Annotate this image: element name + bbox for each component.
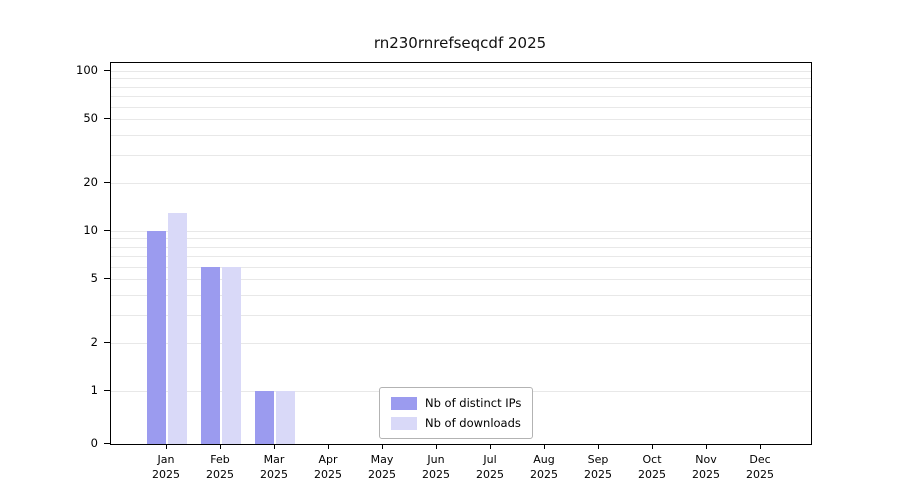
y-tick-label: 100 [76,63,98,77]
x-tick-label: Jun 2025 [422,453,450,481]
legend-item-distinct-ips: Nb of distinct IPs [391,396,521,410]
y-tick-mark [104,443,110,444]
gridline [111,314,811,316]
gridline [111,78,811,80]
x-tick-label: Nov 2025 [692,453,720,481]
y-tick-mark [104,118,110,120]
bar-distinct-ips [201,266,220,444]
legend-item-downloads: Nb of downloads [391,416,521,430]
x-tick-label: Jul 2025 [476,453,504,481]
x-tick-mark [328,444,329,449]
x-tick-mark [490,444,491,449]
y-tick-mark [104,230,110,231]
x-tick-mark [436,444,437,449]
gridline [111,182,811,184]
gridline [111,342,811,344]
x-tick-mark [274,444,275,449]
y-tick-label: 5 [90,271,98,286]
plot-area: Nb of distinct IPs Nb of downloads [110,62,812,445]
x-tick-mark [544,444,545,449]
y-tick-mark [104,70,110,71]
x-tick-mark [760,444,761,449]
y-tick-label: 20 [83,174,98,189]
gridline [111,134,811,136]
x-tick-mark [652,444,653,449]
x-tick-label: Apr 2025 [314,453,342,481]
x-tick-label: Aug 2025 [530,453,558,481]
bar-downloads [168,212,187,444]
gridline [111,231,811,232]
bar-downloads [222,266,241,444]
x-tick-mark [166,444,167,449]
x-tick-label: Sep 2025 [584,453,612,481]
gridline [111,106,811,108]
chart-title: rn230rnrefseqcdf 2025 [373,34,547,52]
y-tick-mark [104,181,110,183]
gridline [111,71,811,72]
x-tick-mark [706,444,707,449]
x-tick-label: Jan 2025 [152,453,180,481]
x-tick-mark [382,444,383,449]
y-tick-label: 1 [90,383,98,397]
y-tick-mark [104,341,110,343]
gridline [111,279,811,281]
x-tick-label: Dec 2025 [746,453,774,481]
bar-distinct-ips [147,231,166,444]
legend-label-downloads: Nb of downloads [425,416,521,430]
gridline [111,255,811,257]
gridline [111,86,811,88]
bar-distinct-ips [255,391,274,444]
gridline [111,294,811,296]
legend: Nb of distinct IPs Nb of downloads [379,387,534,439]
gridline [111,95,811,97]
gridline [111,119,811,121]
x-tick-label: Feb 2025 [206,453,234,481]
legend-label-distinct-ips: Nb of distinct IPs [425,396,522,410]
legend-swatch-downloads [391,416,417,430]
y-tick-label: 0 [90,436,98,450]
bar-downloads [276,391,295,444]
gridline [111,154,811,156]
x-tick-mark [598,444,599,449]
y-tick-label: 50 [83,111,98,126]
x-tick-label: May 2025 [368,453,396,481]
gridline [111,246,811,248]
x-tick-mark [220,444,221,449]
y-tick-mark [104,390,110,391]
y-tick-mark [104,278,110,280]
legend-swatch-distinct-ips [391,396,417,410]
gridline [111,266,811,268]
x-tick-label: Oct 2025 [638,453,666,481]
x-tick-label: Mar 2025 [260,453,288,481]
y-tick-label: 10 [83,223,98,237]
gridline [111,238,811,240]
y-tick-label: 2 [90,334,98,349]
